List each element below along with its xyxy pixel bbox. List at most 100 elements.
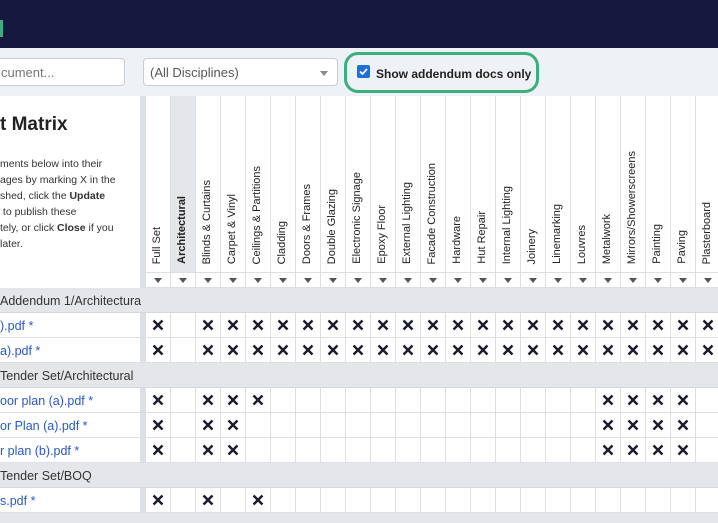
matrix-cell[interactable]	[470, 413, 495, 438]
matrix-cell[interactable]	[595, 338, 620, 363]
matrix-cell[interactable]	[345, 338, 370, 363]
matrix-cell[interactable]	[245, 338, 270, 363]
matrix-cell[interactable]	[170, 338, 195, 363]
matrix-cell[interactable]	[345, 413, 370, 438]
matrix-cell[interactable]	[395, 388, 420, 413]
column-header[interactable]	[570, 96, 595, 272]
column-filter[interactable]	[445, 272, 470, 288]
matrix-cell[interactable]	[670, 313, 695, 338]
matrix-cell[interactable]	[395, 488, 420, 513]
matrix-cell[interactable]	[245, 413, 270, 438]
column-filter[interactable]	[420, 272, 445, 288]
matrix-cell[interactable]	[370, 488, 395, 513]
matrix-cell[interactable]	[195, 388, 220, 413]
matrix-cell[interactable]	[195, 488, 220, 513]
matrix-cell[interactable]	[570, 313, 595, 338]
column-header[interactable]	[145, 96, 170, 272]
matrix-cell[interactable]	[370, 338, 395, 363]
column-filter[interactable]	[195, 272, 220, 288]
matrix-cell[interactable]	[445, 313, 470, 338]
matrix-cell[interactable]	[595, 388, 620, 413]
matrix-cell[interactable]	[420, 438, 445, 463]
column-header[interactable]	[520, 96, 545, 272]
matrix-cell[interactable]	[420, 413, 445, 438]
matrix-cell[interactable]	[320, 338, 345, 363]
column-header[interactable]	[595, 96, 620, 272]
matrix-cell[interactable]	[295, 488, 320, 513]
matrix-cell[interactable]	[145, 413, 170, 438]
column-header[interactable]	[170, 96, 195, 272]
matrix-cell[interactable]	[495, 388, 520, 413]
matrix-cell[interactable]	[195, 438, 220, 463]
matrix-cell[interactable]	[595, 438, 620, 463]
matrix-cell[interactable]	[670, 413, 695, 438]
matrix-cell[interactable]	[445, 488, 470, 513]
matrix-cell[interactable]	[295, 388, 320, 413]
column-header[interactable]	[345, 96, 370, 272]
column-filter[interactable]	[695, 272, 718, 288]
matrix-cell[interactable]	[145, 313, 170, 338]
matrix-cell[interactable]	[545, 438, 570, 463]
column-filter[interactable]	[345, 272, 370, 288]
matrix-cell[interactable]	[520, 488, 545, 513]
doc-link[interactable]: or Plan (a).pdf *	[0, 419, 88, 433]
matrix-cell[interactable]	[295, 313, 320, 338]
column-filter[interactable]	[145, 272, 170, 288]
matrix-cell[interactable]	[145, 388, 170, 413]
matrix-cell[interactable]	[645, 313, 670, 338]
matrix-cell[interactable]	[570, 438, 595, 463]
matrix-cell[interactable]	[170, 438, 195, 463]
matrix-cell[interactable]	[320, 313, 345, 338]
matrix-cell[interactable]	[570, 488, 595, 513]
matrix-cell[interactable]	[645, 413, 670, 438]
matrix-cell[interactable]	[595, 413, 620, 438]
matrix-cell[interactable]	[495, 438, 520, 463]
matrix-cell[interactable]	[345, 313, 370, 338]
column-filter[interactable]	[595, 272, 620, 288]
matrix-cell[interactable]	[645, 338, 670, 363]
column-filter[interactable]	[645, 272, 670, 288]
matrix-cell[interactable]	[270, 338, 295, 363]
matrix-cell[interactable]	[670, 438, 695, 463]
matrix-cell[interactable]	[170, 388, 195, 413]
column-filter[interactable]	[545, 272, 570, 288]
matrix-cell[interactable]	[195, 413, 220, 438]
matrix-cell[interactable]	[270, 313, 295, 338]
matrix-cell[interactable]	[420, 313, 445, 338]
matrix-cell[interactable]	[495, 488, 520, 513]
matrix-cell[interactable]	[145, 338, 170, 363]
matrix-cell[interactable]	[670, 388, 695, 413]
matrix-cell[interactable]	[220, 488, 245, 513]
column-header[interactable]	[620, 96, 645, 272]
column-filter[interactable]	[670, 272, 695, 288]
matrix-cell[interactable]	[545, 413, 570, 438]
addendum-toggle[interactable]: Show addendum docs only	[344, 52, 539, 93]
matrix-cell[interactable]	[620, 488, 645, 513]
doc-link[interactable]: ).pdf *	[0, 319, 34, 333]
matrix-cell[interactable]	[395, 438, 420, 463]
matrix-cell[interactable]	[370, 413, 395, 438]
doc-link[interactable]: a).pdf *	[0, 344, 41, 358]
search-input[interactable]: cument...	[0, 58, 125, 86]
matrix-cell[interactable]	[220, 438, 245, 463]
matrix-cell[interactable]	[695, 438, 718, 463]
matrix-cell[interactable]	[520, 338, 545, 363]
matrix-cell[interactable]	[570, 338, 595, 363]
matrix-cell[interactable]	[445, 438, 470, 463]
matrix-cell[interactable]	[520, 413, 545, 438]
column-header[interactable]	[695, 96, 718, 272]
matrix-cell[interactable]	[170, 488, 195, 513]
column-filter[interactable]	[395, 272, 420, 288]
matrix-cell[interactable]	[245, 313, 270, 338]
matrix-cell[interactable]	[195, 313, 220, 338]
matrix-cell[interactable]	[495, 313, 520, 338]
matrix-cell[interactable]	[520, 438, 545, 463]
matrix-cell[interactable]	[470, 388, 495, 413]
matrix-cell[interactable]	[545, 313, 570, 338]
matrix-cell[interactable]	[345, 388, 370, 413]
column-header[interactable]	[245, 96, 270, 272]
matrix-cell[interactable]	[645, 438, 670, 463]
matrix-cell[interactable]	[220, 388, 245, 413]
matrix-cell[interactable]	[495, 338, 520, 363]
matrix-cell[interactable]	[545, 338, 570, 363]
